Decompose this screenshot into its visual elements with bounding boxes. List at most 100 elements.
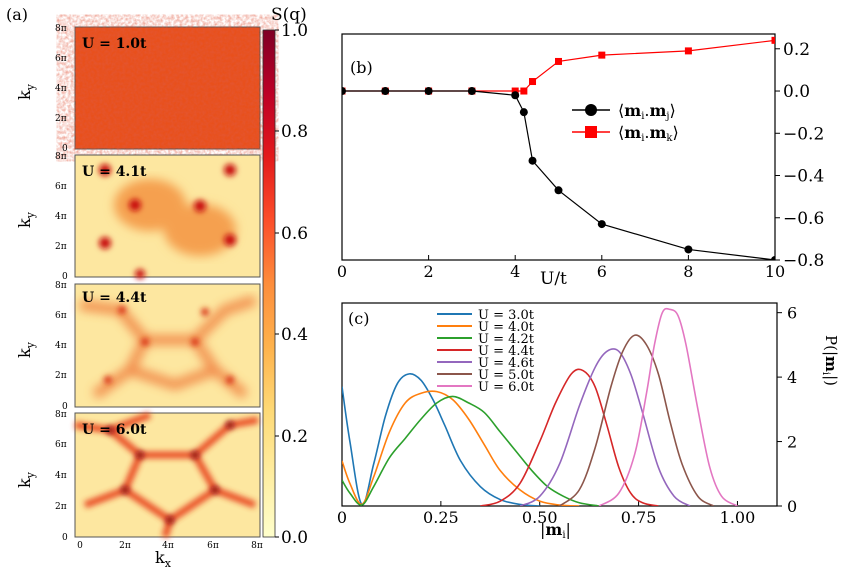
map2-ytick-4: 4π — [55, 212, 67, 222]
b-ytick-label: −0.4 — [783, 167, 824, 187]
map2-ytick-top: 8π — [55, 152, 67, 162]
cbar-tick-06: 0.6 — [281, 224, 308, 244]
b-xtick-label: 4 — [510, 262, 520, 281]
b-point-nnn — [529, 78, 537, 86]
legend-nn-marker — [585, 104, 597, 116]
sq-map-3-label: U = 4.4t — [82, 290, 147, 306]
b-point-nn — [342, 87, 346, 96]
c-series-curve — [342, 390, 580, 506]
b-point-nn — [424, 87, 433, 96]
c-legend-label: U = 3.0t — [478, 308, 535, 323]
panel-b-legend: ⟨mi.mj⟩ ⟨mi.mk⟩ — [572, 101, 679, 144]
map4-ytick-2: 2π — [55, 502, 67, 512]
map1-ytick-top: 8π — [55, 24, 67, 34]
c-xtick-label: 1.00 — [720, 508, 756, 527]
map1-ytick-6: 6π — [55, 54, 67, 64]
c-series-curve — [598, 307, 738, 506]
panel-c-series — [342, 307, 738, 506]
ky-label-3: ky — [15, 341, 37, 358]
legend-nn-label: ⟨mi.mj⟩ — [618, 101, 676, 122]
b-point-nn — [597, 220, 606, 229]
c-series-curve — [342, 395, 600, 506]
b-point-nnn — [511, 87, 519, 95]
c-ytick-label: 4 — [787, 368, 797, 387]
b-xtick-label: 8 — [683, 262, 693, 281]
c-ytick-label: 2 — [787, 433, 797, 452]
panel-c-label: (c) — [348, 309, 369, 328]
cbar-tick-1: 1.0 — [281, 21, 308, 41]
map4-ytick-top: 8π — [55, 410, 67, 420]
b-xtick-label: 10 — [765, 262, 785, 281]
panel-b-frame — [341, 33, 776, 261]
map4-ytick-4: 4π — [55, 471, 67, 481]
legend-nnn-label: ⟨mi.mk⟩ — [618, 123, 679, 144]
map1-ytick-2: 2π — [55, 114, 67, 124]
colorbar: S(q) 1.0 0.8 0.6 0.4 0.2 0.0 — [262, 5, 308, 548]
b-xtick-label: 2 — [424, 262, 434, 281]
map3-ytick-2: 2π — [55, 371, 67, 381]
colorbar-title: S(q) — [271, 5, 307, 25]
cbar-tick-00: 0.0 — [281, 528, 308, 548]
ky-label-1: ky — [15, 83, 37, 100]
sq-map-4: U = 6.0t — [74, 411, 261, 538]
b-point-nn — [771, 256, 775, 260]
b-ytick-label: 0.0 — [783, 82, 810, 102]
b-point-nn — [519, 108, 528, 117]
b-point-nn — [511, 91, 520, 100]
panel-b-xlabel: U/t — [540, 269, 567, 289]
c-ytick-label: 6 — [787, 304, 797, 323]
c-series-curve — [519, 348, 691, 506]
ky-label-4: ky — [15, 471, 37, 488]
panel-b-label: (b) — [350, 58, 373, 77]
panel-c-legend: U = 3.0tU = 4.0tU = 4.2tU = 4.4tU = 4.6t… — [437, 308, 535, 395]
map-y-ticks: 8π 6π 4π 2π 0 8π 6π 4π 2π 0 8π 6π 4π 2π … — [55, 24, 68, 543]
legend-nnn-marker — [585, 126, 597, 138]
panel-a-label: (a) — [6, 5, 28, 24]
b-point-nn — [684, 245, 693, 254]
b-xtick-label: 6 — [597, 262, 607, 281]
b-ytick-label: −0.2 — [783, 124, 824, 144]
map1-ytick-4: 4π — [55, 84, 67, 94]
c-xtick-label: 0.25 — [423, 508, 459, 527]
map2-ytick-0: 0 — [62, 272, 68, 282]
panel-c-axes: 0 0.25 0.50 0.75 1.00 6 4 2 0 — [337, 304, 797, 527]
panel-b-axes: 0 2 4 6 8 10 0.2 0.0 −0.2 −0.4 −0.6 −0.8 — [337, 40, 824, 281]
map3-ytick-6: 6π — [55, 311, 67, 321]
map3-ytick-4: 4π — [55, 341, 67, 351]
b-point-nn — [381, 87, 390, 96]
b-ytick-label: 0.2 — [783, 40, 810, 60]
c-xtick-label: 0.50 — [522, 508, 558, 527]
sq-map-2-label: U = 4.1t — [82, 164, 147, 180]
sq-map-1-label: U = 1.0t — [82, 36, 147, 52]
b-point-nnn — [555, 57, 562, 65]
colorbar-ticks: 1.0 0.8 0.6 0.4 0.2 0.0 — [275, 21, 308, 548]
map2-ytick-2: 2π — [55, 242, 67, 252]
b-series-line — [342, 39, 775, 92]
c-legend-label: U = 4.6t — [478, 356, 535, 371]
c-legend-label: U = 4.4t — [478, 344, 535, 359]
panel-c: (c) 0 0.25 0.50 0.75 1.00 6 4 2 0 |mi| P(|mi|) U… — [337, 302, 840, 541]
panel-b: (b) 0 2 4 6 8 10 0.2 0.0 −0.2 −0.4 −0.6 −0.8 U/t ⟨m… — [337, 33, 824, 289]
map4-ytick-6: 6π — [55, 440, 67, 450]
c-series-curve — [480, 368, 659, 506]
b-point-nn — [467, 87, 476, 96]
c-ytick-label: 0 — [787, 497, 797, 516]
c-legend-label: U = 5.0t — [478, 368, 535, 383]
b-point-nn — [554, 186, 563, 195]
map-xtick-4: 4π — [162, 541, 174, 551]
sq-map-3: U = 4.4t — [74, 283, 261, 408]
cbar-tick-08: 0.8 — [281, 122, 308, 142]
map-xtick-0: 0 — [77, 541, 83, 551]
cbar-tick-02: 0.2 — [281, 427, 308, 447]
b-point-nnn — [771, 36, 775, 44]
panel-b-series — [342, 36, 775, 260]
c-xtick-label: 0.75 — [621, 508, 657, 527]
map-xtick-8: 8π — [251, 541, 263, 551]
panel-c-ylabel: P(|mi|) — [820, 335, 840, 386]
b-point-nnn — [598, 51, 606, 59]
ky-label-2: ky — [15, 211, 37, 228]
c-xtick-label: 0 — [337, 508, 347, 527]
map3-ytick-0: 0 — [62, 402, 68, 412]
b-point-nnn — [684, 47, 692, 55]
panel-a: (a) U = 1.0t U = 4.1t — [6, 5, 308, 567]
